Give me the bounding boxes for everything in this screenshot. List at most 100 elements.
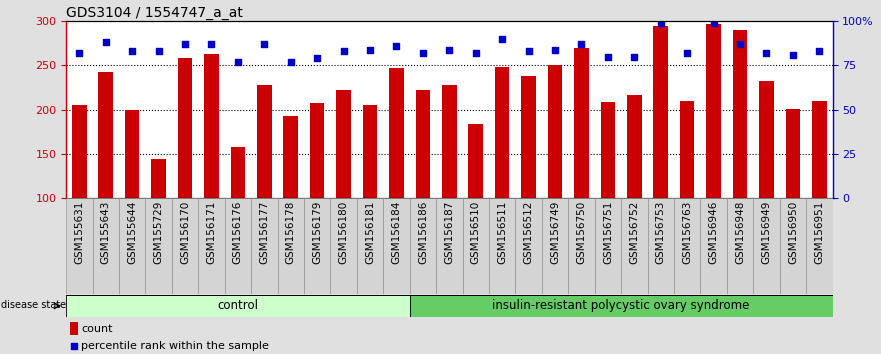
Point <box>363 47 377 52</box>
Point <box>178 41 192 47</box>
Point <box>231 59 245 65</box>
Bar <box>72 105 86 198</box>
Bar <box>442 85 456 198</box>
Bar <box>93 198 119 294</box>
Text: GSM156948: GSM156948 <box>735 201 745 264</box>
Bar <box>416 90 430 198</box>
Bar <box>66 198 93 294</box>
Bar <box>198 198 225 294</box>
Text: GSM156170: GSM156170 <box>180 201 190 264</box>
Bar <box>812 101 826 198</box>
Text: GSM156176: GSM156176 <box>233 201 243 264</box>
Text: GSM156180: GSM156180 <box>338 201 349 264</box>
Text: GSM156749: GSM156749 <box>550 201 560 264</box>
Text: GSM156511: GSM156511 <box>497 201 507 264</box>
Bar <box>172 198 198 294</box>
Bar <box>601 102 615 198</box>
Point <box>680 50 694 56</box>
Point <box>469 50 483 56</box>
Bar <box>363 105 377 198</box>
Bar <box>463 198 489 294</box>
Text: GSM156512: GSM156512 <box>523 201 534 264</box>
Point <box>548 47 562 52</box>
Text: GSM156752: GSM156752 <box>629 201 640 264</box>
Bar <box>204 54 218 198</box>
Bar <box>330 198 357 294</box>
Bar <box>780 198 806 294</box>
Point <box>389 43 403 49</box>
Point <box>67 343 81 349</box>
Point <box>812 48 826 54</box>
Bar <box>152 159 166 198</box>
Text: GSM156753: GSM156753 <box>655 201 666 264</box>
Bar <box>357 198 383 294</box>
Bar <box>574 48 589 198</box>
Point <box>72 50 86 56</box>
Text: GSM156510: GSM156510 <box>470 201 481 264</box>
Bar <box>251 198 278 294</box>
Text: GSM155729: GSM155729 <box>153 201 164 264</box>
Bar <box>383 198 410 294</box>
Point <box>601 54 615 59</box>
Point <box>759 50 774 56</box>
Text: GSM156951: GSM156951 <box>814 201 825 264</box>
Bar <box>680 101 694 198</box>
Point <box>152 48 166 54</box>
Text: GSM155643: GSM155643 <box>100 201 111 264</box>
Point <box>707 20 721 26</box>
Text: GSM156949: GSM156949 <box>761 201 772 264</box>
Bar <box>654 26 668 198</box>
Bar <box>489 198 515 294</box>
Bar <box>621 198 648 294</box>
Bar <box>707 24 721 198</box>
Text: GSM156750: GSM156750 <box>576 201 587 264</box>
Text: count: count <box>81 324 113 333</box>
Text: control: control <box>218 299 258 312</box>
Bar <box>515 198 542 294</box>
Text: GDS3104 / 1554747_a_at: GDS3104 / 1554747_a_at <box>66 6 243 20</box>
Text: GSM156177: GSM156177 <box>259 201 270 264</box>
Text: percentile rank within the sample: percentile rank within the sample <box>81 341 270 351</box>
Bar <box>310 103 324 198</box>
Bar <box>542 198 568 294</box>
Text: GSM156763: GSM156763 <box>682 201 692 264</box>
Bar <box>66 295 410 317</box>
Point <box>654 20 668 26</box>
Bar <box>389 68 403 198</box>
Bar <box>759 81 774 198</box>
Bar <box>700 198 727 294</box>
Text: insulin-resistant polycystic ovary syndrome: insulin-resistant polycystic ovary syndr… <box>492 299 750 312</box>
Point <box>337 48 351 54</box>
Point <box>495 36 509 42</box>
Bar <box>495 67 509 198</box>
Bar <box>99 72 113 198</box>
Bar <box>410 198 436 294</box>
Text: GSM156171: GSM156171 <box>206 201 217 264</box>
Text: GSM156178: GSM156178 <box>285 201 296 264</box>
Point <box>125 48 139 54</box>
Bar <box>125 110 139 198</box>
Text: GSM156179: GSM156179 <box>312 201 322 264</box>
Bar <box>231 147 245 198</box>
Bar <box>304 198 330 294</box>
Text: GSM155644: GSM155644 <box>127 201 137 264</box>
Bar <box>648 198 674 294</box>
Bar <box>145 198 172 294</box>
Point <box>522 48 536 54</box>
Bar <box>436 198 463 294</box>
Text: GSM156186: GSM156186 <box>418 201 428 264</box>
Point <box>442 47 456 52</box>
Point <box>310 56 324 61</box>
Bar <box>595 198 621 294</box>
Bar <box>257 85 271 198</box>
Text: GSM156187: GSM156187 <box>444 201 455 264</box>
Text: GSM155631: GSM155631 <box>74 201 85 264</box>
Point <box>416 50 430 56</box>
Point <box>574 41 589 47</box>
Bar <box>119 198 145 294</box>
Bar <box>627 95 641 198</box>
Text: disease state: disease state <box>2 300 66 310</box>
Text: GSM156946: GSM156946 <box>708 201 719 264</box>
Point <box>284 59 298 65</box>
Point <box>627 54 641 59</box>
